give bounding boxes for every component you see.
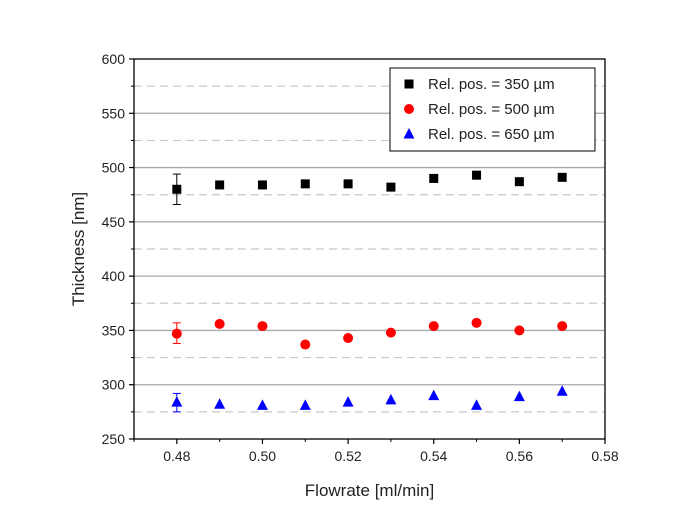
data-point <box>257 180 267 190</box>
legend-label: Rel. pos. = 500 µm <box>428 101 555 118</box>
legend-marker <box>404 104 414 114</box>
y-tick-label: 350 <box>102 322 126 338</box>
data-point <box>428 321 439 332</box>
data-point <box>342 396 354 407</box>
series-2 <box>171 317 568 350</box>
data-point <box>471 317 482 328</box>
data-point <box>299 399 311 410</box>
plot-data <box>171 170 568 413</box>
y-tick-label: 500 <box>102 160 126 176</box>
data-point <box>343 333 354 344</box>
data-point <box>343 179 353 189</box>
data-point <box>471 399 483 410</box>
data-point <box>257 321 268 332</box>
y-tick-label: 450 <box>102 214 126 230</box>
data-point <box>300 179 310 189</box>
x-tick-label: 0.48 <box>163 448 190 464</box>
y-tick-label: 550 <box>102 105 126 121</box>
y-tick-label: 400 <box>102 268 126 284</box>
data-point <box>513 390 525 402</box>
x-axis-label: Flowrate [ml/min] <box>305 481 434 500</box>
data-point <box>172 184 182 194</box>
x-tick-label: 0.52 <box>334 448 361 464</box>
legend-marker <box>404 79 414 89</box>
y-tick-label: 600 <box>102 51 126 67</box>
y-tick-label: 300 <box>102 377 126 393</box>
data-point <box>428 389 440 401</box>
series-3 <box>171 385 568 413</box>
data-point <box>385 327 396 338</box>
data-point <box>429 173 439 183</box>
data-point <box>557 172 567 182</box>
legend-label: Rel. pos. = 650 µm <box>428 126 555 143</box>
data-point <box>386 182 396 192</box>
legend-marker <box>403 128 415 139</box>
x-tick-label: 0.58 <box>591 448 618 464</box>
legend: Rel. pos. = 350 µm Rel. pos. = 500 µm Rel.… <box>389 67 596 152</box>
data-point <box>557 321 568 332</box>
y-tick-label: 250 <box>102 431 126 447</box>
data-point <box>514 177 524 187</box>
data-point <box>514 325 525 336</box>
data-point <box>171 328 182 339</box>
data-point <box>171 396 183 407</box>
data-point <box>215 180 225 190</box>
data-point <box>300 339 311 350</box>
x-tick-label: 0.54 <box>420 448 447 464</box>
x-tick-label: 0.56 <box>506 448 533 464</box>
legend-box <box>389 67 596 152</box>
series-1 <box>172 170 567 205</box>
data-point <box>214 318 225 329</box>
data-point <box>214 398 226 409</box>
data-point <box>256 399 268 410</box>
y-axis-label: Thickness [nm] <box>69 192 88 306</box>
data-point <box>385 393 397 405</box>
legend-label: Rel. pos. = 350 µm <box>428 76 555 93</box>
data-point <box>472 170 482 180</box>
axis-ticks: 250 300 350 400 450 500 550 600 0.48 0.50 0.52 0.54… <box>102 51 619 464</box>
x-tick-label: 0.50 <box>249 448 276 464</box>
data-point <box>556 385 568 396</box>
